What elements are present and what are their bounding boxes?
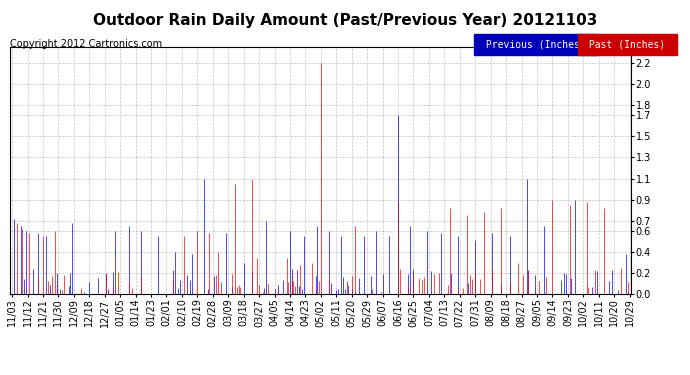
Text: Previous (Inches): Previous (Inches) — [480, 39, 591, 50]
Text: Past (Inches): Past (Inches) — [583, 39, 671, 50]
Text: Outdoor Rain Daily Amount (Past/Previous Year) 20121103: Outdoor Rain Daily Amount (Past/Previous… — [93, 13, 597, 28]
Text: Copyright 2012 Cartronics.com: Copyright 2012 Cartronics.com — [10, 39, 162, 50]
